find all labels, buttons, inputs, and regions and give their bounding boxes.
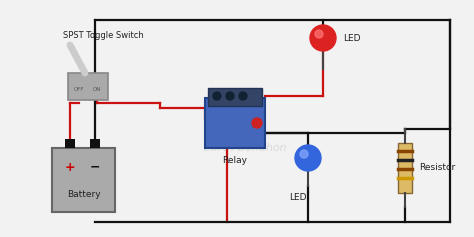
Circle shape (252, 118, 262, 128)
Circle shape (295, 145, 321, 171)
Text: +: + (64, 161, 75, 174)
Bar (68, 73, 108, 100)
Bar (90, 139, 100, 148)
Text: LED: LED (289, 193, 307, 202)
Text: ON: ON (92, 87, 101, 91)
Circle shape (315, 30, 323, 38)
Circle shape (213, 92, 221, 100)
Circle shape (300, 150, 308, 158)
Bar (205, 98, 265, 148)
Circle shape (226, 92, 234, 100)
Bar (208, 88, 262, 106)
Text: Resistor: Resistor (419, 164, 455, 173)
Circle shape (310, 25, 336, 51)
Bar (64, 139, 74, 148)
Text: Earth Bondhon: Earth Bondhon (204, 143, 286, 153)
Text: Battery: Battery (67, 190, 100, 199)
Bar (398, 143, 412, 193)
Text: LED: LED (343, 33, 361, 42)
Bar (52, 148, 115, 212)
Text: OFF: OFF (74, 87, 84, 91)
Text: SPST Toggle Switch: SPST Toggle Switch (63, 31, 143, 40)
Text: Relay: Relay (222, 156, 247, 165)
Text: −: − (90, 161, 100, 174)
Circle shape (239, 92, 247, 100)
